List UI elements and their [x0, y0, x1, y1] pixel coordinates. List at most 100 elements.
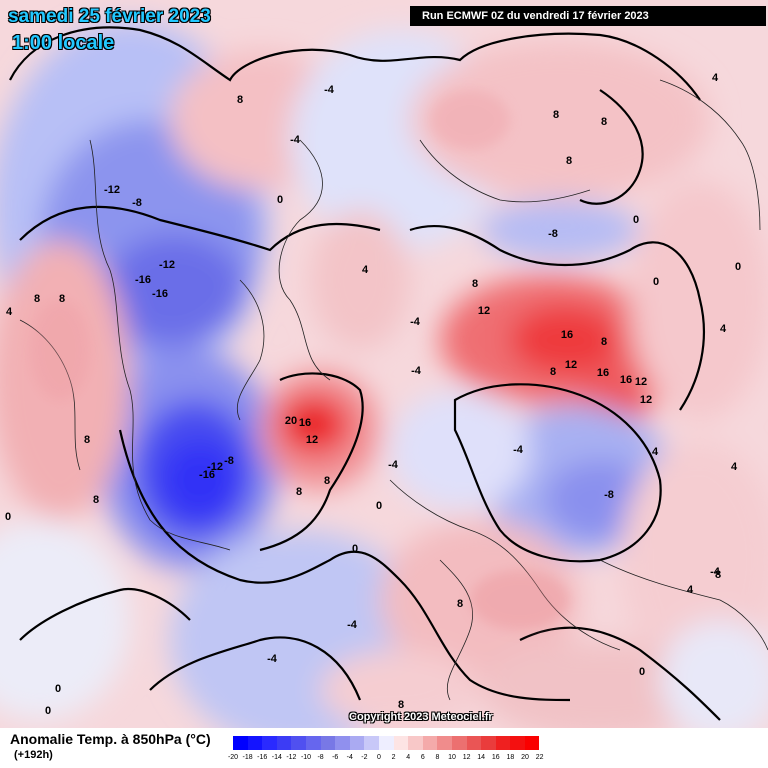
scale-swatch — [305, 736, 321, 750]
contour-label: 8 — [237, 94, 243, 106]
scale-swatch — [247, 736, 263, 750]
scale-tick-label: 22 — [535, 754, 544, 761]
scale-tick-label: -4 — [346, 754, 353, 761]
contour-label: 0 — [352, 543, 358, 555]
scale-swatch — [437, 736, 452, 750]
contour-label: 0 — [653, 276, 659, 288]
contour-label: 8 — [84, 434, 90, 446]
scale-tick-label: 16 — [491, 754, 500, 761]
contour-label: -8 — [224, 455, 234, 467]
contour-label: -4 — [267, 653, 278, 665]
scale-swatch — [262, 736, 277, 750]
contour-label: -8 — [132, 197, 142, 209]
contour-label: -16 — [199, 469, 215, 481]
scale-tick-label: -2 — [361, 754, 368, 761]
contour-label: 8 — [472, 278, 478, 290]
contour-label: 0 — [5, 511, 11, 523]
scale-tick-label: 2 — [391, 754, 396, 761]
scale-swatch — [364, 736, 379, 750]
scale-swatch — [233, 736, 248, 750]
contour-label: 12 — [478, 305, 490, 317]
contour-label: 8 — [93, 494, 99, 506]
contour-label: 8 — [398, 699, 404, 711]
scale-tick-label: 6 — [420, 754, 425, 761]
contour-label: 8 — [715, 569, 721, 581]
contour-label: -16 — [135, 274, 151, 286]
contour-label: -4 — [290, 134, 301, 146]
scale-tick-label: -12 — [286, 754, 297, 761]
contour-label: -12 — [104, 184, 120, 196]
scale-tick-label: -6 — [332, 754, 339, 761]
contour-label: -16 — [152, 288, 168, 300]
contour-label: 8 — [296, 486, 302, 498]
scale-swatch — [466, 736, 482, 750]
scale-swatch — [495, 736, 511, 750]
contour-label: 8 — [324, 475, 330, 487]
scale-swatch — [422, 736, 438, 750]
scale-tick-label: -10 — [300, 754, 312, 761]
scale-tick-label: 4 — [406, 754, 411, 761]
scale-tick-label: 14 — [477, 754, 486, 761]
scale-swatch — [276, 736, 292, 750]
scale-swatch — [510, 736, 525, 750]
contour-label: 16 — [620, 374, 632, 386]
contour-label: 4 — [720, 323, 727, 335]
contour-label: 0 — [45, 705, 51, 717]
contour-label: 0 — [376, 500, 382, 512]
contour-label: 16 — [597, 367, 609, 379]
contour-label-layer: -12-8-12-16-16-12-16-8-4-4-4-4-4-4-4-4-8… — [5, 72, 741, 717]
scale-swatch — [335, 736, 350, 750]
contour-label: -12 — [207, 461, 223, 473]
contour-label: 12 — [306, 434, 318, 446]
contour-label: 0 — [633, 214, 639, 226]
scale-tick-label: -16 — [257, 754, 268, 761]
contour-label: 0 — [735, 261, 741, 273]
contour-label: 4 — [652, 446, 659, 458]
contour-label: 8 — [457, 598, 463, 610]
contour-label: -12 — [159, 259, 175, 271]
contour-label: 0 — [55, 683, 61, 695]
scale-swatch — [408, 736, 423, 750]
contour-label: 8 — [550, 366, 556, 378]
scale-swatch — [393, 736, 409, 750]
scale-tick-label: -20 — [227, 754, 239, 761]
contour-label: 12 — [640, 394, 652, 406]
contour-label: 20 — [285, 415, 297, 427]
contour-label: 4 — [712, 72, 719, 84]
forecast-lead-time: (+192h) — [14, 749, 53, 761]
contour-label: 4 — [362, 264, 369, 276]
scale-tick-label: 0 — [377, 754, 381, 761]
scale-tick-label: -8 — [317, 754, 324, 761]
texture-field — [30, 90, 570, 630]
scale-swatch — [451, 736, 467, 750]
thick-contours — [9, 26, 721, 721]
scale-swatch — [320, 736, 336, 750]
contour-label: 16 — [561, 329, 573, 341]
contour-label: 0 — [277, 194, 283, 206]
scale-tick-label: -18 — [242, 754, 253, 761]
contour-label: 0 — [639, 666, 645, 678]
contour-label: 8 — [566, 155, 572, 167]
contour-label: 8 — [601, 336, 607, 348]
scale-tick-label: 12 — [462, 754, 471, 761]
contour-label: 4 — [687, 584, 694, 596]
contour-label: -8 — [548, 228, 558, 240]
forecast-date: samedi 25 février 2023 — [8, 6, 211, 27]
scale-swatch — [524, 736, 540, 750]
color-scale-labels: -20 -18 -16 -14 -12 -10 -8 -6 -4 -2 0 2 4 6 8 10 12 14 16 1… — [228, 754, 563, 766]
contour-label: 16 — [299, 417, 311, 429]
contour-label: -4 — [513, 444, 524, 456]
contour-label: 8 — [553, 109, 559, 121]
scale-swatch — [349, 736, 365, 750]
contour-label: 4 — [6, 306, 13, 318]
color-scale — [233, 736, 540, 750]
contour-label: -4 — [410, 316, 421, 328]
copyright-notice: Copyright 2023 Meteociel.fr — [349, 711, 493, 723]
contour-label: 12 — [635, 376, 647, 388]
contour-label: 8 — [59, 293, 65, 305]
coastlines — [19, 79, 768, 701]
contour-label: -4 — [710, 566, 721, 578]
scale-swatch — [378, 736, 394, 750]
